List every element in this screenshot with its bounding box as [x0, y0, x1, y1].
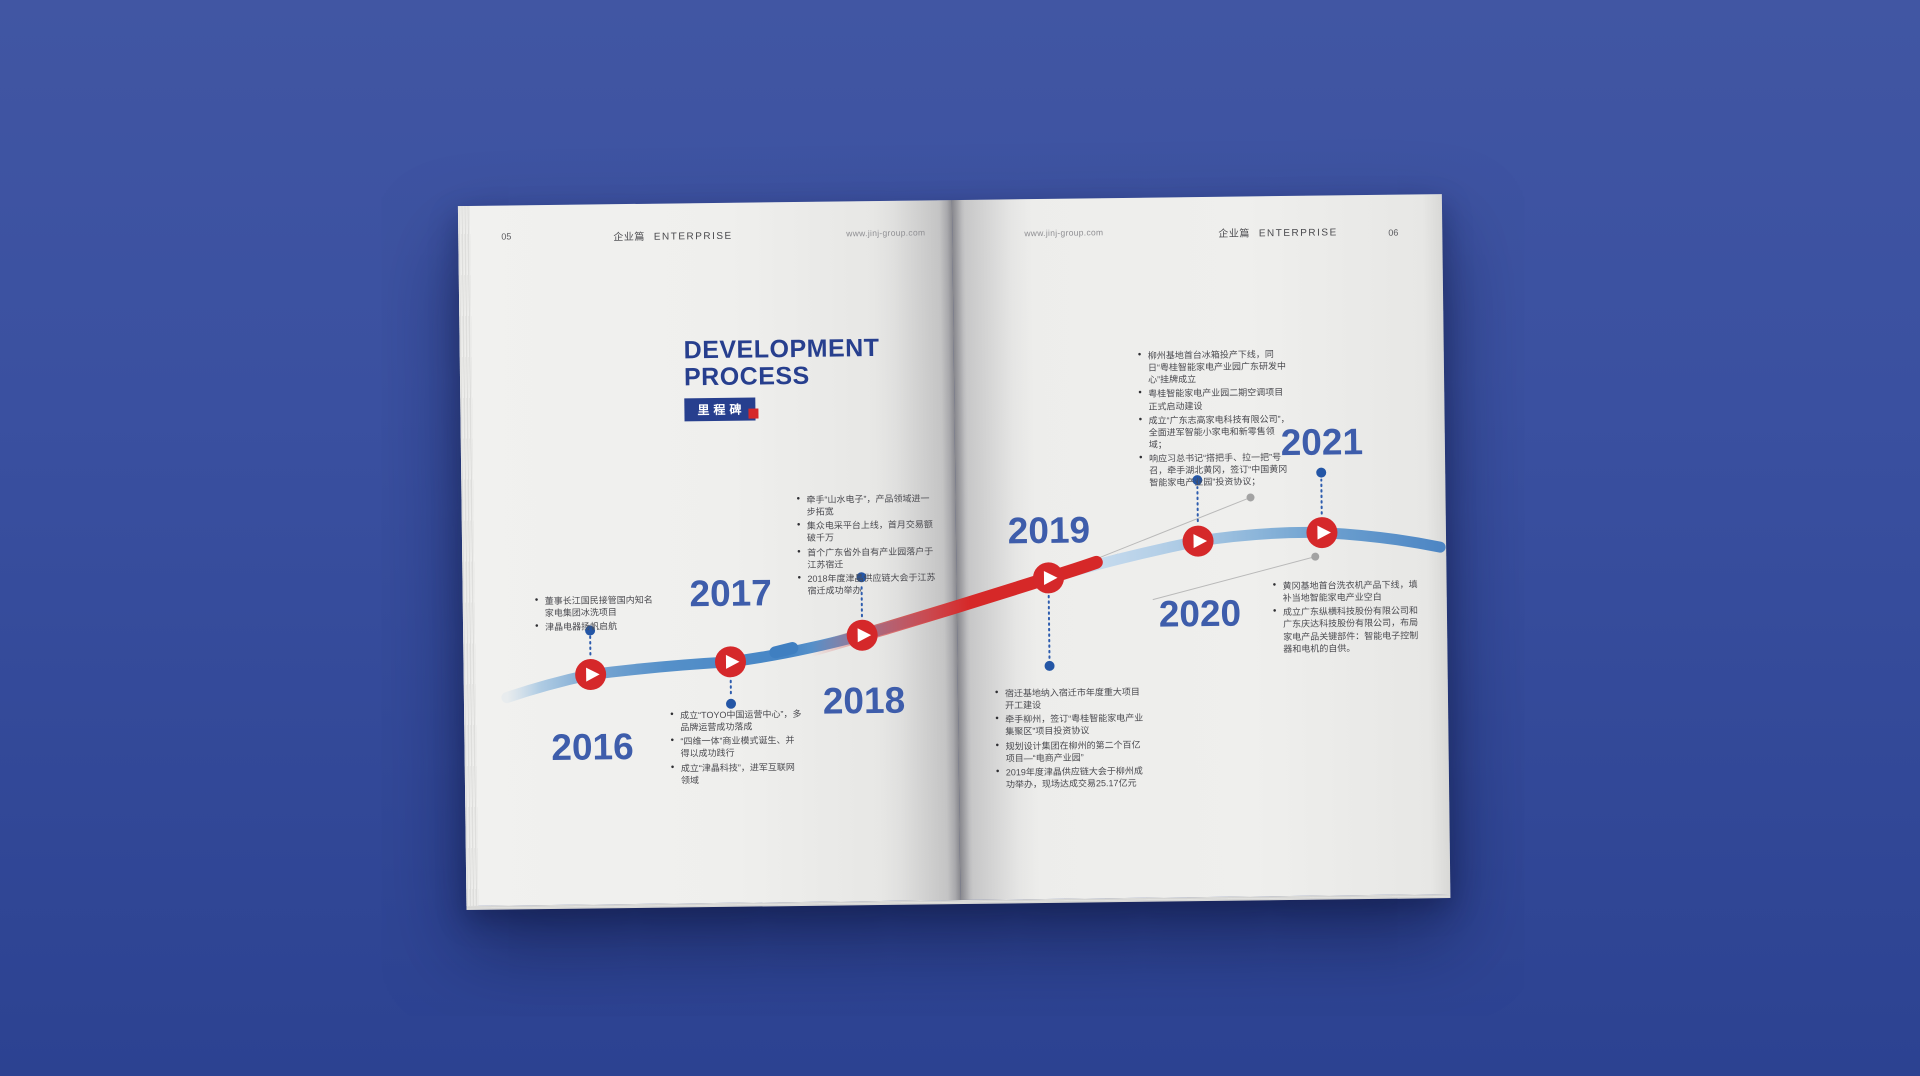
title-subtitle: 里程碑	[684, 397, 756, 422]
bullet-item: 成立“津晶科技”，进军互联网领域	[671, 761, 803, 787]
year-label-2017: 2017	[689, 572, 773, 615]
bullet-item: 响应习总书记“搭把手、拉一把”号召，牵手湖北黄冈，签订“中国黄冈智能家电产业园”…	[1139, 451, 1291, 489]
milestone-text-2021: 黄冈基地首台洗衣机产品下线，填补当地智能家电产业空白成立广东纵横科技股份有限公司…	[1273, 578, 1426, 657]
title-line-1: DEVELOPMENT	[683, 333, 880, 365]
bullet-item: 规划设计集团在柳州的第二个百亿项目—“电商产业园”	[995, 738, 1147, 764]
bullet-item: 宿迁基地纳入宿迁市年度重大项目开工建设	[995, 686, 1147, 712]
milestone-text-2017: 成立“TOYO中国运营中心”，多品牌运营成功落成“四维一体”商业模式诞生、并得以…	[670, 708, 803, 788]
red-square-accent	[748, 408, 759, 419]
bullet-item: 集众电采平台上线，首月交易额破千万	[797, 519, 937, 545]
brochure-spread: 05 企业篇 ENTERPRISE www.jinj-group.com www.…	[457, 194, 1451, 911]
right-website: www.jinj-group.com	[1024, 227, 1104, 239]
milestone-text-2018: 牵手“山水电子”，产品领域进一步拓宽集众电采平台上线，首月交易额破千万首个广东省…	[796, 492, 937, 599]
bullet-item: 牵手柳州，签订“粤桂智能家电产业集聚区”项目投资协议	[995, 712, 1147, 738]
right-section-en: ENTERPRISE	[1258, 227, 1338, 240]
bullet-item: 2018年度津晶供应链大会于江苏宿迁成功举办	[797, 571, 937, 597]
title-line-2: PROCESS	[683, 361, 810, 392]
bullet-item: 黄冈基地首台洗衣机产品下线，填补当地智能家电产业空白	[1273, 578, 1425, 604]
left-section-cn: 企业篇	[613, 231, 645, 244]
year-label-2016: 2016	[551, 726, 634, 769]
right-page-number: 06	[1388, 227, 1399, 238]
left-header: 企业篇 ENTERPRISE	[613, 227, 733, 243]
bullet-list: 牵手“山水电子”，产品领域进一步拓宽集众电采平台上线，首月交易额破千万首个广东省…	[796, 492, 937, 597]
bullet-item: 成立“广东志高家电科技有限公司”，全面进军智能小家电和新零售领域；	[1139, 413, 1291, 451]
page-title: DEVELOPMENT PROCESS 里程碑	[683, 333, 881, 422]
bullet-list: 成立“TOYO中国运营中心”，多品牌运营成功落成“四维一体”商业模式诞生、并得以…	[670, 708, 803, 786]
right-header: 企业篇 ENTERPRISE	[1218, 223, 1338, 239]
milestone-text-2016: 董事长江国民接管国内知名家电集团冰洗项目津晶电器扬帆启航	[535, 594, 661, 636]
bullet-item: “四维一体”商业模式诞生、并得以成功践行	[670, 734, 802, 760]
milestone-text-2019: 宿迁基地纳入宿迁市年度重大项目开工建设牵手柳州，签订“粤桂智能家电产业集聚区”项…	[995, 686, 1148, 793]
bullet-item: 津晶电器扬帆启航	[535, 620, 661, 634]
year-label-2020: 2020	[1158, 592, 1242, 635]
bullet-item: 2019年度津晶供应链大会于柳州成功举办，现场达成交易25.17亿元	[996, 765, 1148, 791]
left-page-number: 05	[501, 231, 512, 242]
bullet-item: 成立“TOYO中国运营中心”，多品牌运营成功落成	[670, 708, 802, 734]
bullet-item: 粤桂智能家电产业园二期空调项目正式启动建设	[1138, 386, 1290, 412]
bullet-item: 首个广东省外自有产业园落户于江苏宿迁	[797, 545, 937, 571]
year-label-2018: 2018	[822, 679, 906, 722]
bullet-item: 柳州基地首台冰箱投产下线，同日“粤桂智能家电产业园广东研发中心”挂牌成立	[1138, 348, 1290, 386]
left-section-en: ENTERPRISE	[653, 230, 733, 243]
right-section-cn: 企业篇	[1218, 228, 1250, 240]
left-website: www.jinj-group.com	[846, 227, 926, 239]
bullet-item: 董事长江国民接管国内知名家电集团冰洗项目	[535, 594, 661, 620]
bullet-list: 宿迁基地纳入宿迁市年度重大项目开工建设牵手柳州，签订“粤桂智能家电产业集聚区”项…	[995, 686, 1148, 791]
bullet-item: 成立广东纵横科技股份有限公司和广东庆达科技股份有限公司，布局家电产品关键部件：智…	[1273, 605, 1426, 655]
bullet-list: 黄冈基地首台洗衣机产品下线，填补当地智能家电产业空白成立广东纵横科技股份有限公司…	[1273, 578, 1426, 655]
bullet-list: 董事长江国民接管国内知名家电集团冰洗项目津晶电器扬帆启航	[535, 594, 661, 634]
bullet-item: 牵手“山水电子”，产品领域进一步拓宽	[796, 492, 936, 518]
milestone-text-2020: 柳州基地首台冰箱投产下线，同日“粤桂智能家电产业园广东研发中心”挂牌成立粤桂智能…	[1138, 348, 1292, 491]
year-label-2019: 2019	[1007, 509, 1091, 552]
bullet-list: 柳州基地首台冰箱投产下线，同日“粤桂智能家电产业园广东研发中心”挂牌成立粤桂智能…	[1138, 348, 1292, 489]
